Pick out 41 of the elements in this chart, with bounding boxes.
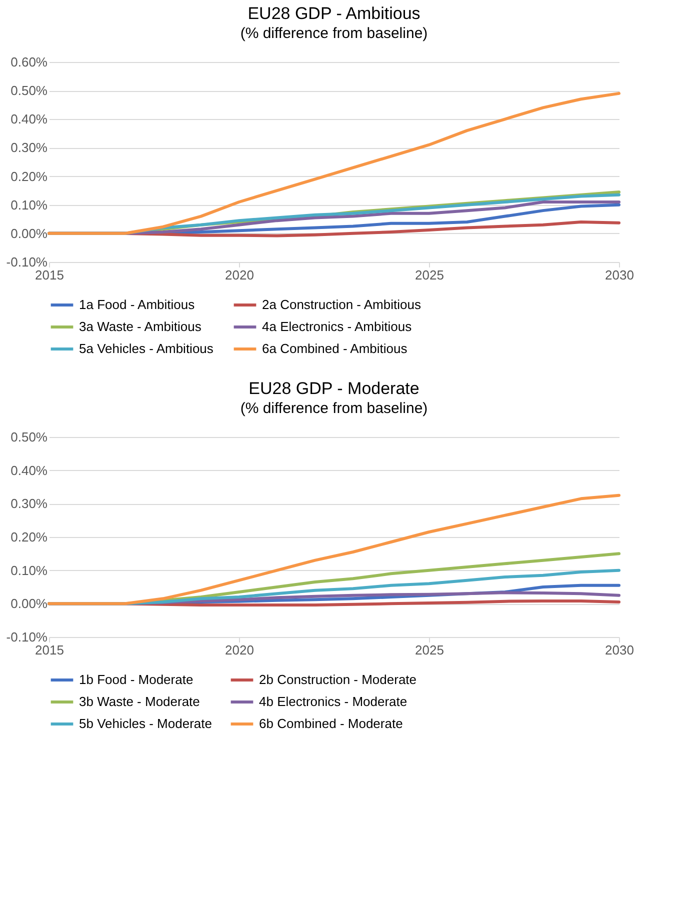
legend-label: 5b Vehicles - Moderate bbox=[79, 716, 212, 731]
legend-label: 1b Food - Moderate bbox=[79, 672, 194, 687]
line-series bbox=[48, 92, 620, 235]
legend-label: 3a Waste - Ambitious bbox=[79, 319, 202, 334]
legend-label: 3b Waste - Moderate bbox=[79, 694, 200, 709]
y-tick-label: 0.50% bbox=[10, 83, 48, 98]
y-tick-label: -0.10% bbox=[6, 630, 48, 644]
y-tick-label: 0.10% bbox=[10, 197, 48, 212]
legend-label: 1a Food - Ambitious bbox=[79, 297, 196, 312]
legend-label: 6a Combined - Ambitious bbox=[262, 341, 408, 356]
y-tick-label: 0.20% bbox=[10, 530, 48, 544]
chart-title: EU28 GDP - Moderate bbox=[248, 379, 420, 398]
legend-label: 2b Construction - Moderate bbox=[259, 672, 417, 687]
legend-label: 4a Electronics - Ambitious bbox=[262, 319, 412, 334]
x-tick-label: 2025 bbox=[415, 642, 444, 658]
x-tick-label: 2030 bbox=[605, 268, 634, 282]
legend-label: 2a Construction - Ambitious bbox=[262, 297, 422, 312]
y-tick-label: -0.10% bbox=[6, 254, 48, 270]
x-tick-label: 2015 bbox=[35, 268, 64, 282]
legend-label: 5a Vehicles - Ambitious bbox=[79, 341, 214, 356]
chart-subtitle: (% difference from baseline) bbox=[240, 400, 428, 417]
legend-label: 6b Combined - Moderate bbox=[259, 716, 403, 731]
y-tick-label: 0.40% bbox=[10, 462, 48, 478]
y-tick-label: 0.40% bbox=[10, 112, 48, 127]
y-tick-label: 0.00% bbox=[10, 596, 48, 612]
line-series bbox=[48, 494, 620, 606]
y-tick-label: 0.10% bbox=[10, 562, 48, 578]
x-tick-label: 2020 bbox=[225, 268, 254, 282]
y-tick-label: 0.20% bbox=[10, 168, 48, 184]
y-tick-label: 0.30% bbox=[10, 496, 48, 512]
chart-subtitle: (% difference from baseline) bbox=[240, 25, 428, 42]
chart-title: EU28 GDP - Ambitious bbox=[248, 4, 420, 23]
legend-label: 4b Electronics - Moderate bbox=[259, 694, 408, 709]
x-tick-label: 2025 bbox=[415, 268, 444, 282]
x-tick-label: 2030 bbox=[605, 642, 634, 658]
x-tick-label: 2015 bbox=[35, 642, 64, 658]
y-tick-label: 0.60% bbox=[10, 54, 48, 70]
y-tick-label: 0.50% bbox=[10, 430, 48, 444]
y-tick-label: 0.30% bbox=[10, 140, 48, 156]
x-tick-label: 2020 bbox=[225, 642, 254, 658]
y-tick-label: 0.00% bbox=[10, 226, 48, 241]
